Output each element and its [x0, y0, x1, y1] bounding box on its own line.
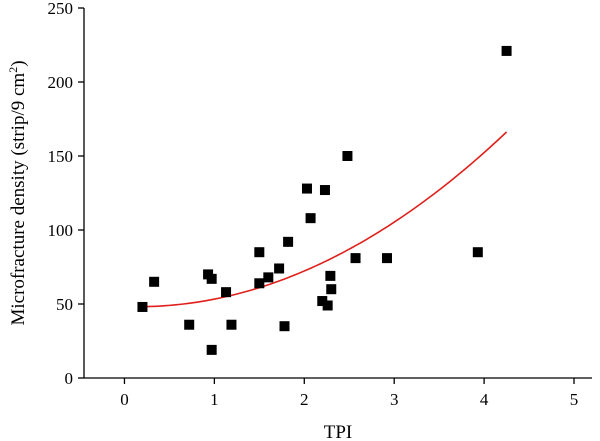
y-ticks: 0 50 100 150 200 250	[48, 0, 84, 388]
y-axis-title-close: )	[8, 60, 29, 66]
x-tick-label: 3	[390, 390, 399, 409]
data-point	[501, 45, 512, 56]
data-point	[342, 151, 353, 161]
data-point	[325, 270, 336, 281]
x-tick-label: 2	[300, 390, 309, 409]
data-point	[317, 296, 328, 307]
data-point	[137, 301, 148, 312]
data-point	[274, 263, 285, 274]
y-axis-title: Microfracture density (strip/9 cm2)	[6, 60, 29, 325]
data-point	[279, 321, 290, 332]
data-point	[206, 344, 217, 355]
y-tick-label: 200	[48, 73, 74, 92]
data-point	[283, 236, 294, 247]
y-tick-label: 250	[48, 0, 74, 18]
data-point	[263, 272, 274, 283]
data-point	[326, 284, 337, 295]
x-ticks: 0 1 2 3 4 5	[120, 378, 578, 409]
x-tick-label: 5	[570, 390, 579, 409]
y-tick-label: 50	[56, 295, 73, 314]
data-point	[206, 273, 217, 284]
y-tick-label: 0	[65, 369, 74, 388]
data-point	[184, 319, 195, 330]
data-point	[322, 300, 333, 311]
data-point	[319, 185, 330, 196]
axes	[83, 8, 592, 379]
y-tick-label: 150	[48, 147, 74, 166]
data-point	[305, 213, 316, 224]
y-tick-label: 100	[48, 221, 74, 240]
data-point	[254, 278, 265, 289]
data-point	[301, 183, 312, 194]
x-axis-title: TPI	[324, 422, 353, 441]
data-point	[382, 253, 393, 264]
x-tick-label: 0	[120, 390, 129, 409]
data-points	[137, 45, 512, 355]
data-point	[350, 253, 361, 264]
data-point	[221, 287, 232, 298]
data-point	[254, 247, 265, 258]
data-point	[226, 319, 237, 330]
data-point	[149, 276, 160, 287]
data-point	[472, 247, 483, 258]
x-tick-label: 4	[480, 390, 489, 409]
x-tick-label: 1	[210, 390, 219, 409]
y-axis-title-superscript: 2	[6, 67, 20, 73]
y-axis-title-main: Microfracture density (strip/9 cm	[8, 73, 29, 326]
fit-curve	[142, 131, 508, 308]
